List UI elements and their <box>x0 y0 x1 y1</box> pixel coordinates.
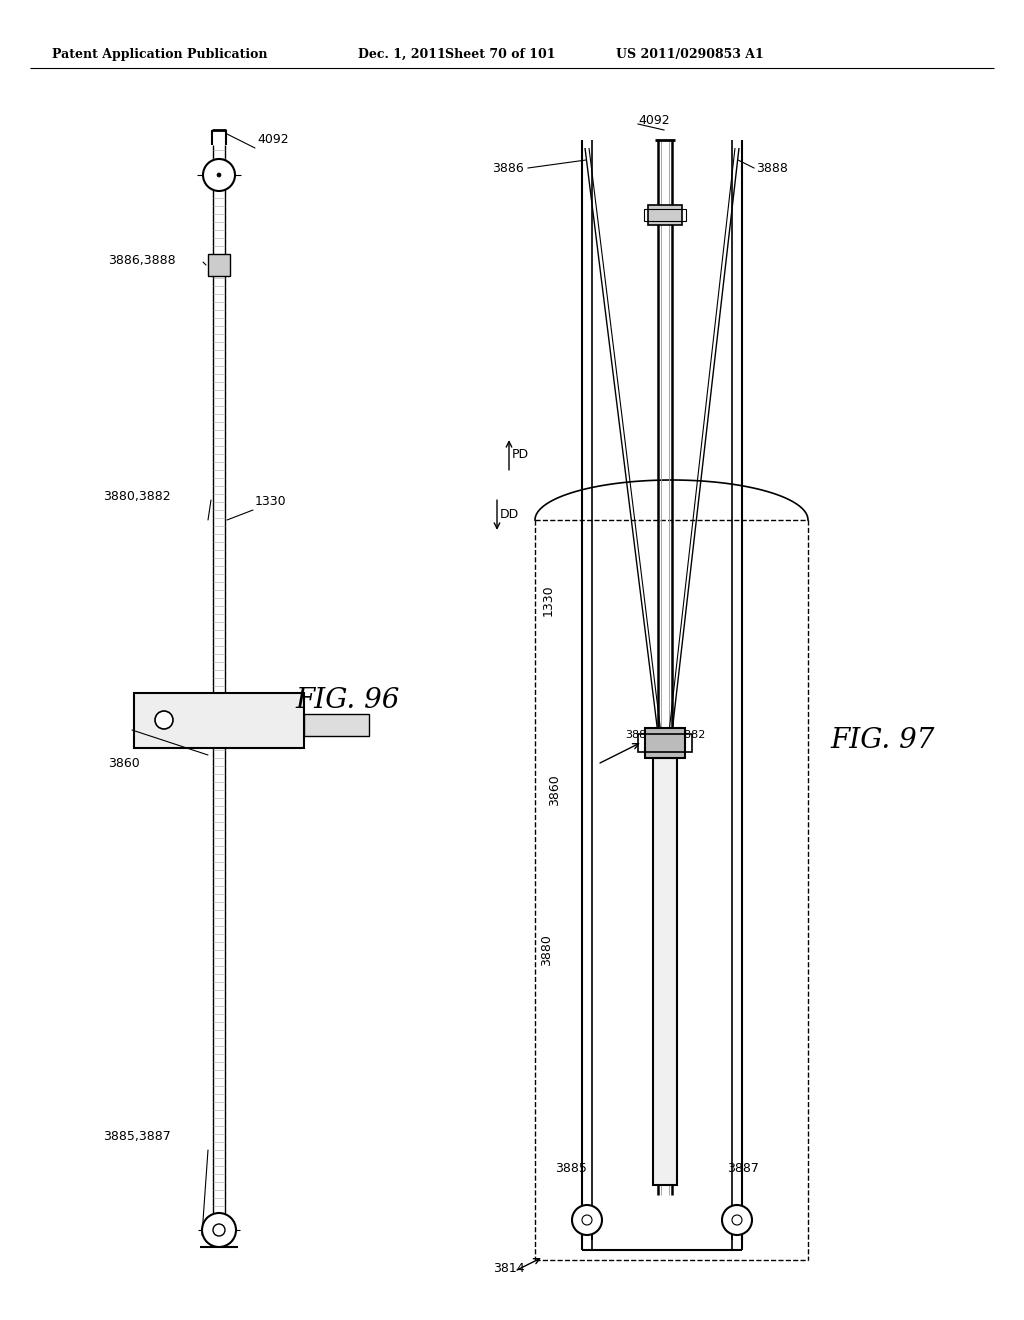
Circle shape <box>732 1214 742 1225</box>
Circle shape <box>155 711 173 729</box>
Text: 1330: 1330 <box>255 495 287 508</box>
Text: 3882: 3882 <box>677 730 706 741</box>
Text: 1330: 1330 <box>542 585 555 616</box>
Text: 3885,3887: 3885,3887 <box>103 1130 171 1143</box>
Text: FIG. 96: FIG. 96 <box>295 686 399 714</box>
Bar <box>653 758 677 1185</box>
Text: 3860: 3860 <box>548 774 561 807</box>
Circle shape <box>722 1205 752 1236</box>
Text: FIG. 97: FIG. 97 <box>830 726 934 754</box>
Text: 3887: 3887 <box>727 1162 759 1175</box>
Circle shape <box>582 1214 592 1225</box>
Text: 3886: 3886 <box>493 161 524 174</box>
Text: Dec. 1, 2011: Dec. 1, 2011 <box>358 48 445 61</box>
Text: Sheet 70 of 101: Sheet 70 of 101 <box>445 48 555 61</box>
Text: 3860: 3860 <box>108 756 139 770</box>
Text: 3880,3882: 3880,3882 <box>103 490 171 503</box>
Circle shape <box>217 173 221 177</box>
Text: DD: DD <box>500 508 519 521</box>
Bar <box>134 693 304 748</box>
Text: Patent Application Publication: Patent Application Publication <box>52 48 267 61</box>
Text: 3888: 3888 <box>756 161 787 174</box>
Circle shape <box>202 1213 236 1247</box>
Text: 3886,3888: 3886,3888 <box>108 253 176 267</box>
Circle shape <box>203 158 234 191</box>
Text: US 2011/0290853 A1: US 2011/0290853 A1 <box>616 48 764 61</box>
Text: 3881: 3881 <box>625 730 653 741</box>
Bar <box>645 729 685 758</box>
Bar <box>648 205 682 224</box>
Text: 3880: 3880 <box>540 935 553 966</box>
Text: PD: PD <box>512 449 529 462</box>
Text: 4092: 4092 <box>638 114 670 127</box>
Bar <box>304 714 369 737</box>
Bar <box>638 734 692 752</box>
Circle shape <box>572 1205 602 1236</box>
Text: 3814: 3814 <box>493 1262 524 1275</box>
Bar <box>644 209 686 220</box>
Text: 3885: 3885 <box>555 1162 587 1175</box>
Bar <box>208 253 230 276</box>
Text: 4092: 4092 <box>257 133 289 147</box>
Circle shape <box>213 1224 225 1236</box>
